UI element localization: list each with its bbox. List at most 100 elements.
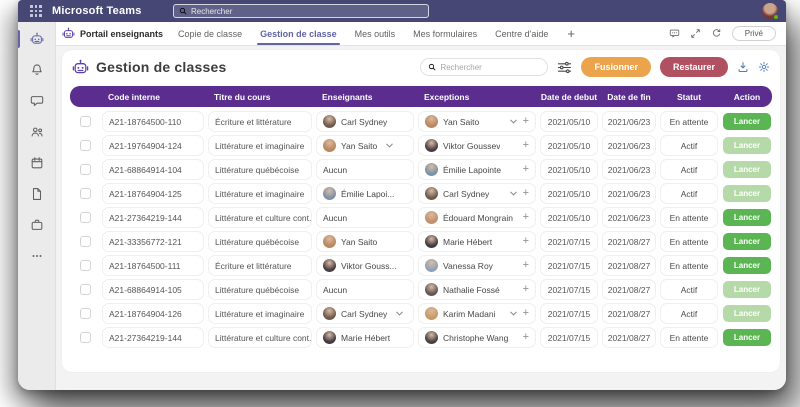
add-exception-button[interactable]: + (522, 235, 529, 247)
add-exception-button[interactable]: + (522, 163, 529, 175)
add-exception-button[interactable]: + (522, 211, 529, 223)
title-cell: Littérature québécoise (208, 159, 312, 180)
tab-copie-de-classe[interactable]: Copie de classe (178, 28, 243, 39)
chevron-down-icon[interactable] (393, 311, 403, 316)
gear-icon[interactable] (758, 61, 770, 73)
launch-button[interactable]: Lancer (722, 113, 772, 130)
start-date-cell: 2021/05/10 (540, 183, 598, 204)
start-date-cell: 2021/05/10 (540, 207, 598, 228)
launch-button[interactable]: Lancer (722, 137, 772, 154)
row-checkbox[interactable] (80, 308, 91, 319)
chevron-down-icon[interactable] (507, 311, 517, 316)
more-icon (32, 255, 41, 257)
sidebar-item-calendar[interactable] (18, 154, 56, 172)
teacher-cell: Carl Sydney (316, 111, 414, 132)
launch-button[interactable]: Lancer (722, 209, 772, 226)
sidebar-item-app-robot[interactable] (18, 30, 56, 48)
launch-button[interactable]: Lancer (722, 257, 772, 274)
table-row: A21-18764904-125 Littérature et imaginai… (70, 183, 772, 204)
restore-button[interactable]: Restaurer (659, 57, 728, 77)
table-search-input[interactable] (440, 62, 541, 72)
launch-button[interactable]: Lancer (722, 329, 772, 346)
exception-avatar (425, 163, 438, 176)
launch-button[interactable]: Lancer (722, 185, 772, 202)
sidebar-item-apps[interactable] (18, 216, 56, 234)
end-date-cell: 2021/08/27 (602, 255, 656, 276)
teacher-avatar (323, 331, 336, 344)
teacher-avatar (323, 187, 336, 200)
row-checkbox[interactable] (80, 164, 91, 175)
launch-button[interactable]: Lancer (722, 305, 772, 322)
exception-avatar (425, 235, 438, 248)
add-exception-button[interactable]: + (522, 115, 529, 127)
message-icon[interactable] (669, 28, 680, 39)
tab-mes-outils[interactable]: Mes outils (354, 28, 396, 39)
add-exception-button[interactable]: + (522, 139, 529, 151)
sidebar-item-chat[interactable] (18, 92, 56, 110)
start-date-cell: 2021/07/15 (540, 255, 598, 276)
row-checkbox[interactable] (80, 236, 91, 247)
row-checkbox[interactable] (80, 188, 91, 199)
chevron-down-icon[interactable] (383, 143, 393, 148)
teacher-cell: Viktor Gouss... (316, 255, 414, 276)
exception-avatar (425, 211, 438, 224)
exception-avatar (425, 187, 438, 200)
row-checkbox[interactable] (80, 284, 91, 295)
tab-strip: Portail enseignants Copie de classe Gest… (56, 22, 786, 46)
title-cell: Littérature et imaginaire (208, 183, 312, 204)
launch-button[interactable]: Lancer (722, 161, 772, 178)
global-search-input[interactable] (191, 6, 423, 16)
add-tab-button[interactable]: + (567, 26, 576, 41)
filter-icon[interactable] (557, 61, 572, 74)
launch-button[interactable]: Lancer (722, 281, 772, 298)
content-header: Gestion de classes Fusionner Restau (62, 50, 780, 84)
teams-icon (31, 127, 43, 137)
tab-portail-enseignants[interactable]: Portail enseignants (62, 27, 163, 40)
add-exception-button[interactable]: + (522, 307, 529, 319)
page-title: Gestion de classes (96, 59, 227, 75)
exception-cell: Christophe Wang + (418, 327, 536, 348)
teacher-cell: Aucun (316, 207, 414, 228)
table-search[interactable] (420, 58, 549, 76)
chevron-down-icon[interactable] (507, 191, 517, 196)
sidebar-item-files[interactable] (18, 185, 56, 203)
expand-icon[interactable] (690, 28, 701, 39)
tab-gestion-de-classe[interactable]: Gestion de classe (257, 23, 340, 45)
table-row: A21-68864914-105 Littérature québécoise … (70, 279, 772, 300)
code-cell: A21-18764500-111 (102, 255, 204, 276)
add-exception-button[interactable]: + (522, 187, 529, 199)
chevron-down-icon[interactable] (507, 119, 517, 124)
avatar[interactable] (762, 3, 779, 20)
add-exception-button[interactable]: + (522, 331, 529, 343)
merge-button[interactable]: Fusionner (581, 57, 651, 77)
launch-button[interactable]: Lancer (722, 233, 772, 250)
tab-centre-aide[interactable]: Centre d'aide (495, 28, 549, 39)
row-checkbox[interactable] (80, 332, 91, 343)
teacher-cell: Marie Hébert (316, 327, 414, 348)
tab-mes-formulaires[interactable]: Mes formulaires (413, 28, 478, 39)
row-checkbox[interactable] (80, 116, 91, 127)
add-exception-button[interactable]: + (522, 283, 529, 295)
add-exception-button[interactable]: + (522, 259, 529, 271)
exception-avatar (425, 139, 438, 152)
row-checkbox[interactable] (80, 212, 91, 223)
table-row: A21-18764500-110 Écriture et littérature… (70, 111, 772, 132)
download-icon[interactable] (737, 61, 749, 73)
title-cell: Écriture et littérature (208, 111, 312, 132)
row-checkbox[interactable] (80, 140, 91, 151)
grid-icon[interactable] (30, 5, 42, 17)
code-cell: A21-68864914-104 (102, 159, 204, 180)
sidebar-item-teams[interactable] (18, 123, 56, 141)
end-date-cell: 2021/06/23 (602, 111, 656, 132)
global-search[interactable] (173, 4, 429, 18)
status-cell: En attente (660, 231, 718, 252)
end-date-cell: 2021/06/23 (602, 135, 656, 156)
sidebar-item-more[interactable] (18, 247, 56, 265)
private-button[interactable]: Privé (731, 26, 776, 41)
table-row: A21-68864914-104 Littérature québécoise … (70, 159, 772, 180)
status-cell: Actif (660, 279, 718, 300)
row-checkbox[interactable] (80, 260, 91, 271)
refresh-icon[interactable] (711, 28, 722, 39)
sidebar-item-activity[interactable] (18, 61, 56, 79)
teams-top-bar: Microsoft Teams (18, 0, 786, 22)
